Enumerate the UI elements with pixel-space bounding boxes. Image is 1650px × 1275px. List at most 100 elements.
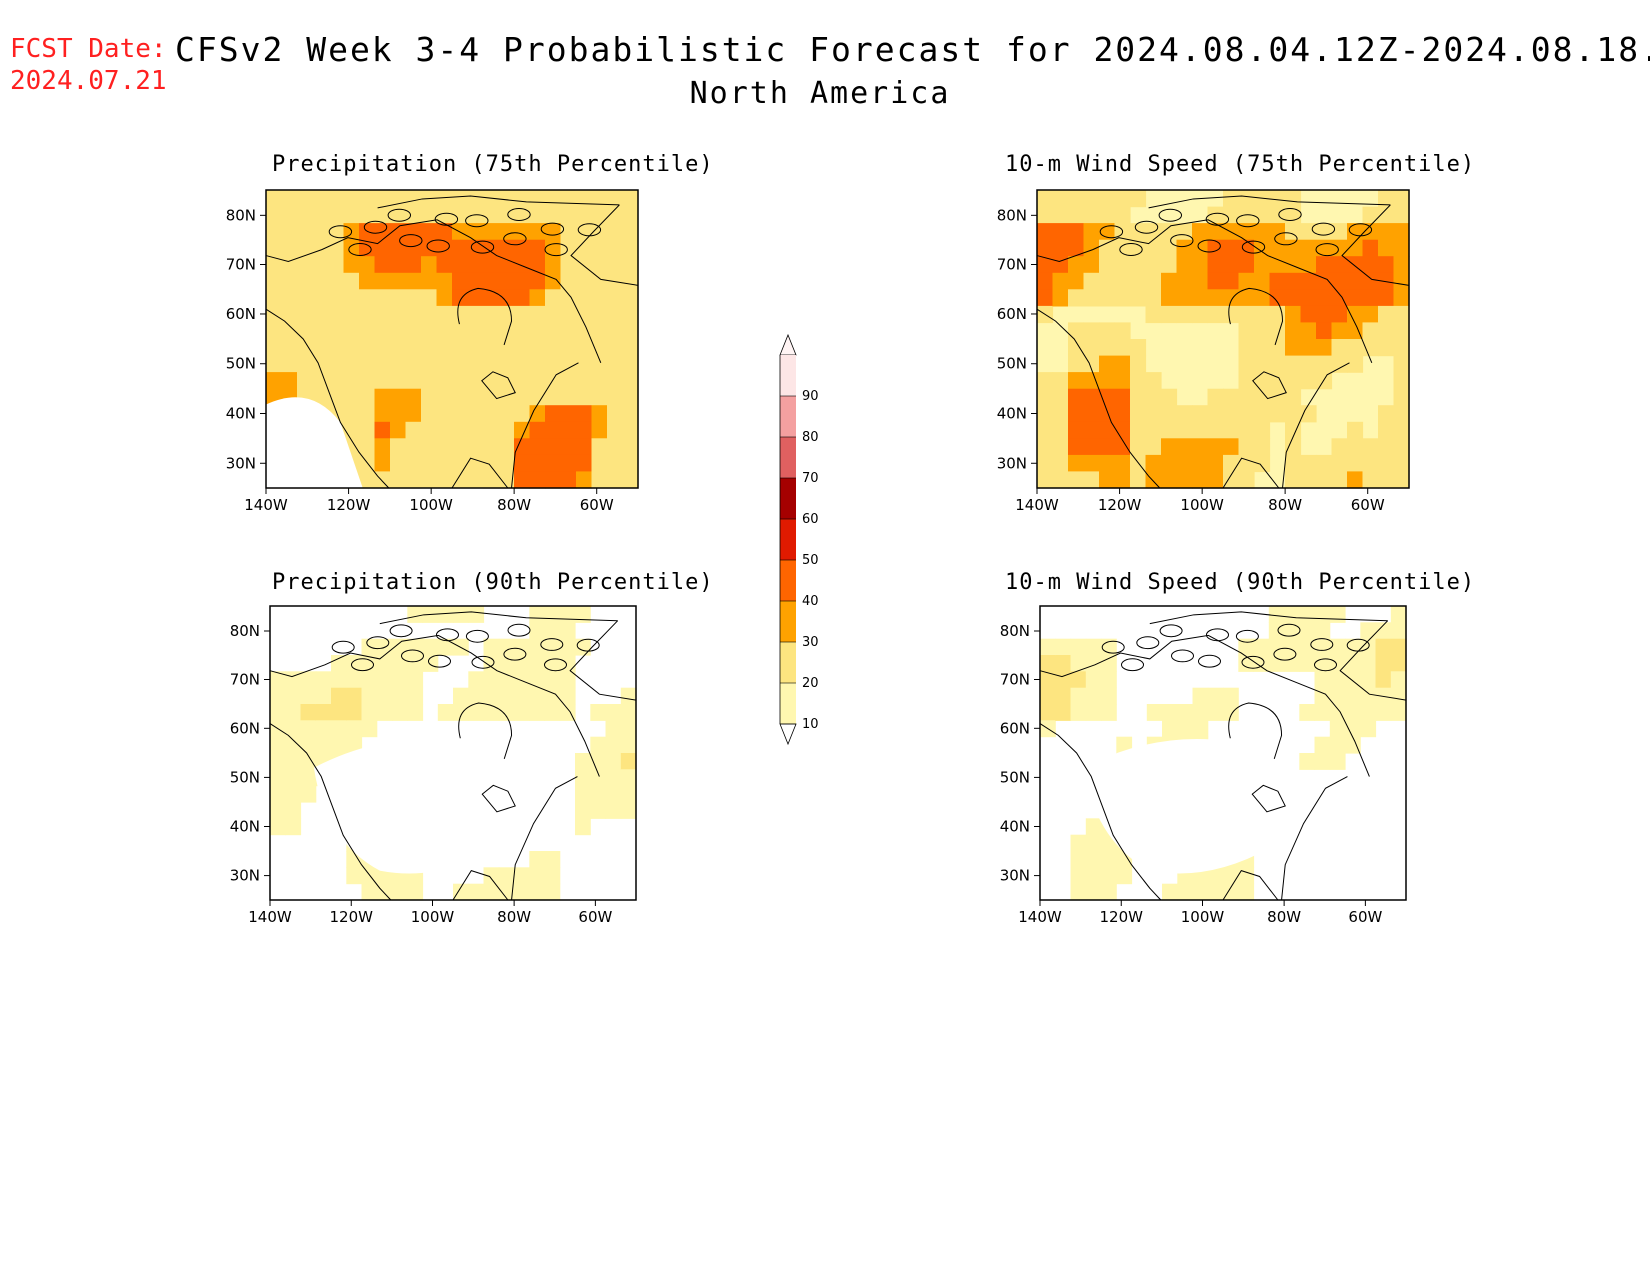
shaded-cell: [1269, 190, 1286, 208]
shaded-cell: [529, 622, 546, 640]
shaded-cell: [1085, 883, 1102, 901]
shaded-cell: [1393, 289, 1410, 307]
coastline: [265, 308, 390, 489]
shaded-cell: [591, 405, 608, 423]
shaded-cell: [1393, 421, 1410, 439]
shaded-cell: [270, 753, 286, 770]
shaded-cell: [312, 372, 329, 390]
shaded-cell: [300, 785, 317, 803]
shaded-cell: [1285, 454, 1302, 473]
shaded-cell: [374, 372, 391, 390]
shaded-cell: [607, 421, 624, 439]
shaded-cell: [359, 272, 376, 290]
shaded-cell: [1130, 471, 1147, 489]
shaded-cell: [1362, 322, 1379, 340]
shaded-cell: [1070, 867, 1087, 885]
shaded-cell: [1360, 671, 1377, 689]
shaded-cell: [1360, 655, 1377, 672]
shaded-cell: [452, 322, 469, 340]
shaded-cell: [590, 753, 607, 770]
shaded-cell: [1068, 256, 1085, 274]
lat-tick-label: 50N: [1000, 768, 1030, 786]
shaded-cell: [1068, 272, 1085, 290]
shaded-cell: [436, 223, 453, 241]
shaded-cell: [1070, 671, 1087, 689]
shaded-cell: [1176, 471, 1193, 489]
shaded-cell: [1345, 720, 1361, 738]
shaded-cell: [374, 206, 391, 224]
shaded-cell: [452, 372, 469, 390]
shaded-cell: [437, 638, 454, 656]
shaded-cell: [590, 704, 607, 721]
shaded-cell: [1101, 671, 1117, 689]
shaded-cell: [1070, 834, 1087, 852]
shaded-cell: [266, 339, 283, 357]
shaded-cell: [390, 372, 407, 390]
shaded-cell: [436, 322, 453, 340]
shaded-cell: [331, 655, 347, 672]
colorbar-segment: [780, 355, 796, 396]
shaded-cell: [270, 769, 286, 787]
shaded-cell: [376, 687, 393, 705]
coastline: [1339, 620, 1407, 701]
shaded-cell: [359, 190, 376, 208]
shaded-cell: [559, 655, 576, 672]
shaded-cell: [1085, 704, 1102, 721]
shaded-cell: [620, 720, 637, 738]
shaded-cell: [545, 239, 562, 257]
shaded-cell: [622, 305, 639, 324]
shaded-cell: [1099, 438, 1116, 456]
shaded-cell: [467, 322, 484, 340]
lat-tick-label: 60N: [230, 719, 260, 737]
shaded-cell: [1268, 655, 1285, 672]
shaded-cell: [529, 471, 546, 489]
shaded-cell: [1238, 388, 1255, 406]
shaded-cell: [1269, 305, 1286, 324]
coastline: [1148, 195, 1391, 209]
shaded-cell: [1037, 438, 1054, 456]
shaded-cell: [1176, 289, 1193, 307]
shaded-cell: [281, 239, 298, 257]
shaded-cell: [1083, 438, 1100, 456]
shaded-cell: [1390, 655, 1407, 672]
coastline: [1241, 240, 1266, 254]
shaded-cell: [1285, 305, 1302, 324]
shaded-cell: [421, 405, 438, 423]
shaded-cell: [498, 223, 515, 241]
shaded-cell: [529, 239, 546, 257]
shaded-cell: [1099, 355, 1116, 373]
shaded-cell: [1083, 405, 1100, 423]
lon-tick-label: 60W: [1351, 496, 1385, 514]
shaded-cell: [1285, 289, 1302, 307]
shaded-cell: [281, 355, 298, 373]
shaded-cell: [1238, 305, 1255, 324]
shaded-cell: [312, 289, 329, 307]
shaded-cell: [1192, 883, 1209, 901]
shaded-cell: [1192, 223, 1209, 241]
shaded-cell: [1347, 289, 1364, 307]
coastline: [1197, 239, 1221, 253]
shaded-cell: [467, 305, 484, 324]
shaded-cell: [483, 454, 500, 473]
colorbar-cap-bottom: [779, 723, 797, 746]
shaded-cell: [285, 753, 302, 770]
shaded-cell: [346, 655, 363, 672]
shaded-cell: [266, 206, 283, 224]
shaded-cell: [1285, 339, 1302, 357]
shaded-cell: [1207, 454, 1224, 473]
shaded-cell: [1192, 471, 1209, 489]
shaded-cell: [285, 736, 302, 754]
shaded-cell: [421, 372, 438, 390]
shaded-cell: [297, 289, 314, 307]
shaded-cell: [1223, 883, 1239, 901]
shaded-cell: [361, 671, 378, 689]
coastline: [1228, 287, 1284, 346]
shaded-cell: [1254, 454, 1271, 473]
shaded-cell: [1207, 471, 1224, 489]
lat-tick-label: 80N: [230, 622, 260, 640]
shaded-cell: [390, 405, 407, 423]
shaded-cell: [1269, 322, 1286, 340]
shaded-cell: [1347, 438, 1364, 456]
coastline: [1278, 208, 1302, 221]
lon-tick-label: 80W: [1267, 908, 1301, 926]
